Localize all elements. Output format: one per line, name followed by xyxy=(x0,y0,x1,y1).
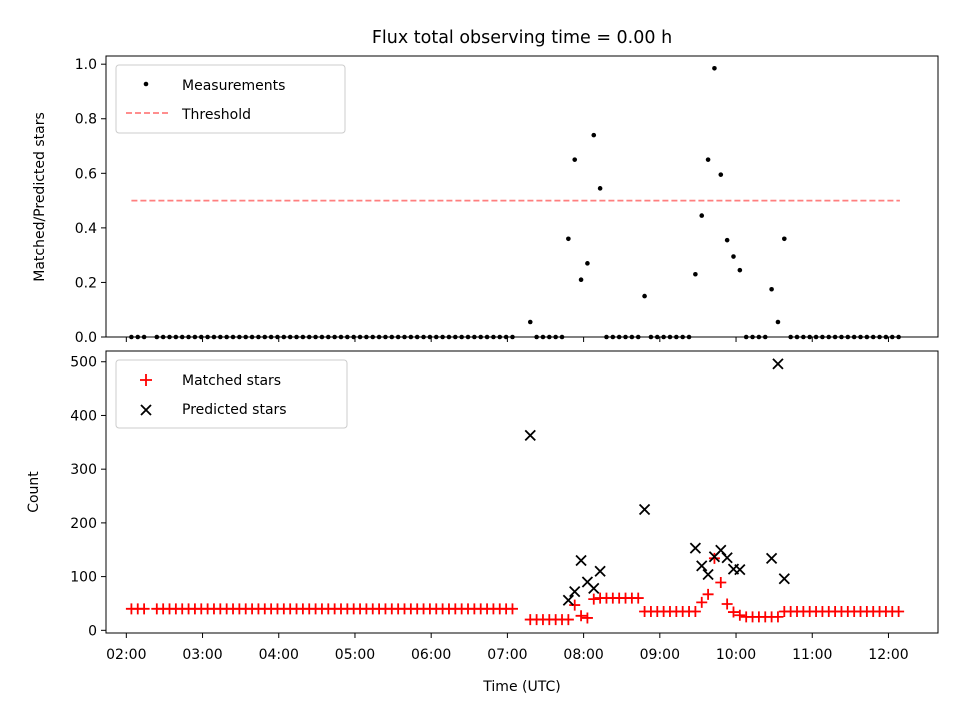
legend-threshold-label: Threshold xyxy=(181,107,251,123)
matched-star-point xyxy=(715,577,727,589)
measurement-point xyxy=(705,157,711,162)
matched-star-point xyxy=(702,588,714,600)
top-y-tick-label: 1.0 xyxy=(75,57,97,73)
bottom-y-tick-label: 400 xyxy=(70,408,97,424)
matched-star-point xyxy=(581,612,593,624)
matched-star-point xyxy=(727,606,739,618)
measurement-point xyxy=(693,271,698,277)
predicted-star-point xyxy=(702,568,714,581)
x-tick-label: 10:00 xyxy=(716,647,756,663)
bottom-y-tick-label: 300 xyxy=(70,462,97,478)
top-y-tick-label: 0.2 xyxy=(75,275,97,291)
predicted-star-point xyxy=(721,552,733,564)
matched-star-point xyxy=(569,599,581,611)
matched-star-point xyxy=(562,614,574,626)
top-panel-ticks: 0.0 0.2 0.4 0.6 0.8 1.0 xyxy=(75,57,889,346)
matched-star-point xyxy=(138,603,150,615)
top-legend-box xyxy=(115,64,346,134)
legend-matched-marker xyxy=(140,374,152,386)
predicted-star-point xyxy=(594,565,606,577)
top-y-tick-label: 0.4 xyxy=(75,221,97,237)
predicted-star-point xyxy=(569,586,581,598)
top-panel-frame xyxy=(105,55,939,338)
predicted-star-point xyxy=(524,429,536,441)
measurement-point xyxy=(566,236,571,242)
x-tick-label: 02:00 xyxy=(106,647,146,663)
bottom-panel-ticks: 02:00 03:00 04:00 05:00 06:00 07:00 08:00 09:00… xyxy=(70,355,908,663)
legend-predicted-marker xyxy=(140,404,152,416)
bottom-y-tick-label: 200 xyxy=(70,516,97,532)
predicted-star-point xyxy=(575,554,587,567)
legend-measurements-marker xyxy=(143,81,149,87)
measurement-point xyxy=(731,254,736,259)
matched-star-point xyxy=(721,598,733,610)
legend-measurements-label: Measurements xyxy=(182,78,285,94)
bottom-panel-ylabel: Count xyxy=(26,471,42,513)
x-tick-label: 09:00 xyxy=(640,647,680,663)
x-tick-label: 03:00 xyxy=(182,647,222,663)
measurement-point xyxy=(585,261,590,266)
predicted-star-point xyxy=(638,503,651,516)
matched-star-point xyxy=(734,609,746,621)
measurement-point xyxy=(724,237,730,243)
top-legend: Measurements Threshold xyxy=(115,64,346,134)
measurement-point xyxy=(775,319,781,325)
bottom-panel-marks xyxy=(125,358,905,626)
measurement-point xyxy=(737,267,743,273)
matched-star-point xyxy=(689,606,701,618)
bottom-panel-frame xyxy=(105,350,939,634)
x-tick-label: 11:00 xyxy=(792,647,832,663)
top-panel-ylabel: Matched/Predicted stars xyxy=(32,112,48,282)
measurement-point xyxy=(591,132,597,138)
bottom-legend-box xyxy=(115,359,348,429)
matched-star-point xyxy=(506,603,518,615)
x-axis-label: Time (UTC) xyxy=(482,679,560,695)
predicted-star-point xyxy=(689,542,702,554)
measurement-point xyxy=(527,319,533,325)
top-y-tick-label: 0.6 xyxy=(75,166,97,182)
matched-star-point xyxy=(772,611,784,623)
bottom-legend: Matched stars Predicted stars xyxy=(115,359,348,429)
measurement-point xyxy=(597,186,603,191)
predicted-star-point xyxy=(765,552,778,564)
bottom-y-tick-label: 0 xyxy=(88,623,97,639)
legend-predicted-label: Predicted stars xyxy=(182,402,287,418)
predicted-star-point xyxy=(772,358,784,370)
matched-star-point xyxy=(594,592,606,604)
predicted-star-point xyxy=(734,563,746,576)
matched-star-point xyxy=(893,606,905,618)
measurement-point xyxy=(578,277,584,283)
predicted-star-point xyxy=(588,582,600,595)
matched-star-point xyxy=(632,592,644,604)
x-tick-label: 05:00 xyxy=(335,647,375,663)
matched-star-point xyxy=(708,552,720,564)
matched-star-point xyxy=(696,596,708,608)
matched-star-point xyxy=(575,610,587,622)
measurement-point xyxy=(718,172,724,177)
top-y-tick-label: 0.8 xyxy=(75,112,97,128)
measurement-point xyxy=(769,286,774,292)
bottom-panel: 02:00 03:00 04:00 05:00 06:00 07:00 08:00 09:00… xyxy=(26,350,939,695)
predicted-star-point xyxy=(778,573,790,585)
matched-star-point xyxy=(588,593,600,605)
measurement-point xyxy=(712,65,717,71)
top-y-tick-label: 0.0 xyxy=(75,330,97,346)
bottom-y-tick-label: 100 xyxy=(70,570,97,586)
x-tick-label: 12:00 xyxy=(868,647,908,663)
x-tick-label: 07:00 xyxy=(487,647,527,663)
legend-matched-label: Matched stars xyxy=(182,373,281,389)
measurement-point xyxy=(572,157,578,162)
predicted-star-point xyxy=(562,594,574,606)
x-tick-label: 04:00 xyxy=(259,647,299,663)
bottom-y-tick-label: 500 xyxy=(70,355,97,371)
measurement-point xyxy=(699,213,705,218)
x-tick-label: 06:00 xyxy=(411,647,451,663)
measurement-point xyxy=(642,293,647,299)
predicted-star-point xyxy=(696,560,708,572)
figure-title: Flux total observing time = 0.00 h xyxy=(372,28,672,48)
measurement-point xyxy=(782,236,787,242)
x-tick-label: 08:00 xyxy=(563,647,603,663)
top-panel: 0.0 0.2 0.4 0.6 0.8 1.0 Matched/Predicted sta… xyxy=(32,55,939,346)
